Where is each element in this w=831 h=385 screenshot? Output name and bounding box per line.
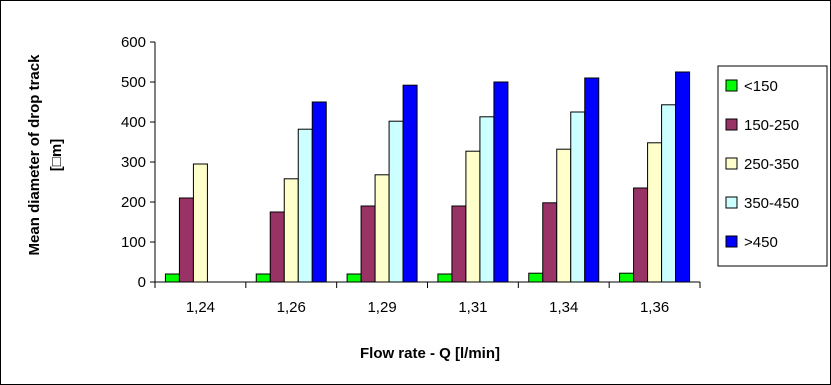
bar xyxy=(269,211,285,283)
x-tick-label: 1,26 xyxy=(277,299,306,316)
legend-label: >450 xyxy=(744,234,778,251)
bar xyxy=(619,272,635,283)
y-tick-label: 100 xyxy=(121,234,146,251)
y-axis-title-line2: [□m] xyxy=(48,139,65,171)
legend-swatch xyxy=(725,118,738,131)
legend-label: <150 xyxy=(744,78,778,95)
x-axis-title: Flow rate - Q [l/min] xyxy=(360,345,500,362)
y-tick-label: 600 xyxy=(121,34,146,51)
bar xyxy=(297,128,313,283)
bar xyxy=(479,116,495,283)
bar xyxy=(283,178,299,283)
y-tick-label: 300 xyxy=(121,154,146,171)
y-tick-label: 500 xyxy=(121,74,146,91)
bar xyxy=(465,150,481,283)
y-axis: 0 100 200 300 400 500 600 xyxy=(121,34,156,291)
bar xyxy=(346,273,362,283)
legend-swatch xyxy=(725,157,738,170)
bar xyxy=(374,174,390,283)
bar xyxy=(556,148,572,283)
bar xyxy=(661,104,677,283)
bar xyxy=(451,205,467,283)
legend-label: 250-350 xyxy=(744,156,799,173)
x-tick-label: 1,24 xyxy=(186,299,215,316)
y-tick-label: 0 xyxy=(138,274,146,291)
bar xyxy=(675,71,691,283)
x-tick-label: 1,34 xyxy=(549,299,578,316)
legend: <150 150-250 250-350 350-450 >450 xyxy=(717,65,828,267)
bar xyxy=(633,187,649,283)
bar xyxy=(311,101,327,283)
legend-swatch xyxy=(725,79,738,92)
x-tick-label: 1,31 xyxy=(458,299,487,316)
bar xyxy=(647,142,663,283)
bar xyxy=(192,163,208,283)
bar xyxy=(164,273,180,283)
bar xyxy=(584,77,600,283)
bar xyxy=(388,120,404,283)
bar xyxy=(178,197,194,283)
x-tick-label: 1,29 xyxy=(367,299,396,316)
bar xyxy=(437,273,453,283)
y-tick-label: 200 xyxy=(121,194,146,211)
x-tick-label: 1,36 xyxy=(640,299,669,316)
y-axis-title-line1: Mean diameter of drop track xyxy=(26,54,43,256)
legend-label: 350-450 xyxy=(744,195,799,212)
y-axis-title: Mean diameter of drop track [□m] xyxy=(26,54,65,256)
bar xyxy=(402,84,418,283)
legend-swatch xyxy=(725,196,738,209)
bar xyxy=(570,111,586,283)
bar xyxy=(542,202,558,283)
bar xyxy=(360,205,376,283)
bar xyxy=(528,272,544,283)
x-axis: 1,24 1,26 1,29 1,31 1,34 1,36 xyxy=(154,281,701,316)
bar xyxy=(255,273,271,283)
bar xyxy=(493,81,509,283)
legend-swatch xyxy=(725,235,738,248)
legend-label: 150-250 xyxy=(744,117,799,134)
y-tick-label: 400 xyxy=(121,114,146,131)
bars xyxy=(164,71,691,283)
